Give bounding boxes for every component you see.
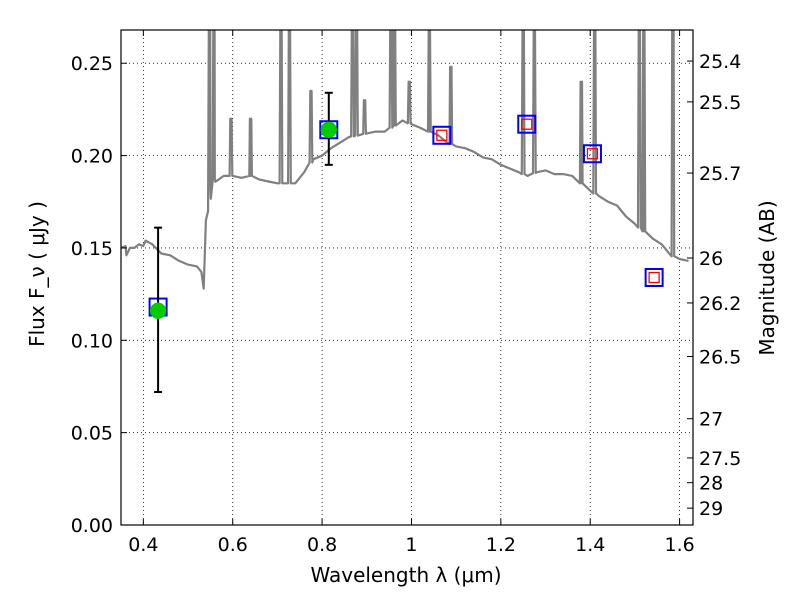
model-point-inner [586,148,599,160]
x-axis-label: Wavelength λ (μm) [310,563,501,587]
mag-tick-label: 26 [699,248,723,270]
plot-area [121,30,689,394]
mag-tick-label: 27.5 [699,448,741,470]
x-tick-label: 1.2 [486,534,516,556]
mag-tick-label: 27 [699,409,723,431]
mag-tick-label: 28 [699,473,723,495]
observed-point [320,121,338,138]
model-point-inner [436,129,448,141]
y-tick-label: 0.00 [71,515,113,537]
y-axis-label: Flux F_ν ( μJy ) [25,201,49,347]
x-tick-label: 0.8 [307,534,337,556]
mag-tick-label: 29 [699,498,723,520]
x-tick-label: 0.6 [218,534,248,556]
series-group [121,30,689,394]
mag-tick-label: 26.5 [699,347,741,369]
grid [121,30,693,526]
model-point [582,144,602,164]
y-tick-label: 0.15 [71,238,113,260]
y2-axis-label: Magnitude (AB) [755,200,779,355]
x-tick-label: 1 [405,534,417,556]
observed-point [149,302,167,319]
model-point [517,114,537,134]
model-point [432,125,452,145]
x-tick-label: 1.4 [575,534,605,556]
axis-ticks: 0.4 0.6 0.8 1 1.2 1.4 1.6 0.00 0.05 0.10 0.15 0.20 0… [71,30,741,556]
y-tick-label: 0.10 [71,330,113,352]
mag-tick-label: 25.7 [699,163,741,185]
y-tick-label: 0.05 [71,423,113,445]
x-tick-label: 1.6 [664,534,694,556]
x-tick-label: 0.4 [128,534,158,556]
y-tick-label: 0.25 [71,53,113,75]
mag-tick-label: 25.4 [699,51,741,73]
axes-frame [120,29,694,526]
model-point-inner [648,271,660,284]
model-point-inner [521,118,533,130]
y-tick-label: 0.20 [71,146,113,168]
mag-tick-label: 25.5 [699,92,741,114]
sed-line [121,30,689,290]
mag-tick-label: 26.2 [699,293,741,315]
model-point [644,268,664,287]
